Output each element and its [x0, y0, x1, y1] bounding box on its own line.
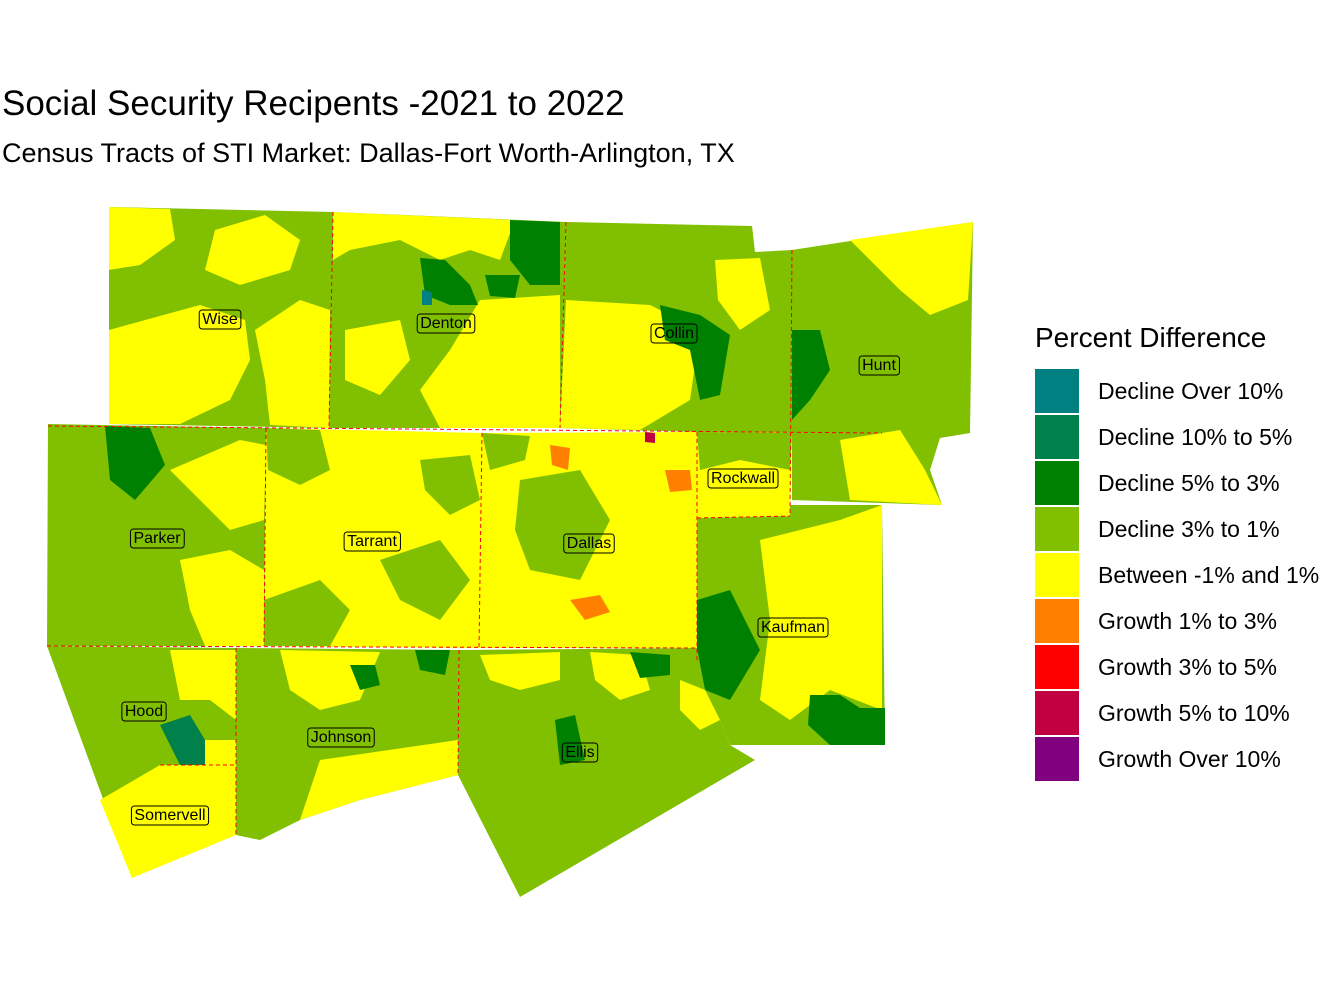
- county-label-hood: Hood: [121, 701, 167, 722]
- county-label-box: [129, 528, 185, 549]
- legend-item: Decline 10% to 5%: [1035, 414, 1340, 460]
- legend-swatch: [1035, 507, 1079, 551]
- legend-items: Decline Over 10% Decline 10% to 5% Decline…: [1035, 368, 1340, 782]
- legend-label: Growth 5% to 10%: [1098, 699, 1290, 726]
- county-label-text: Parker: [133, 530, 181, 547]
- legend-label: Decline 5% to 3%: [1098, 469, 1280, 496]
- legend-item: Decline 3% to 1%: [1035, 506, 1340, 552]
- county-label-text: Denton: [420, 315, 472, 332]
- county-label-kaufman: Kaufman: [757, 617, 829, 638]
- legend-swatch: [1035, 553, 1079, 597]
- county-label-rockwall: Rockwall: [707, 468, 779, 489]
- county-fill-layer: [47, 207, 973, 897]
- legend-swatch: [1035, 415, 1079, 459]
- county-label-box: [198, 309, 242, 330]
- county-label-text: Hunt: [862, 357, 896, 374]
- map-subtitle: Census Tracts of STI Market: Dallas-Fort…: [2, 138, 735, 168]
- legend-item: Growth 1% to 3%: [1035, 598, 1340, 644]
- county-label-parker: Parker: [129, 528, 185, 549]
- county-labels: Wise Denton Collin Hunt Rockwall Parker Tarran…: [121, 309, 900, 826]
- county-label-wise: Wise: [198, 309, 242, 330]
- wise-tract-yellow: [109, 207, 175, 270]
- county-shape-johnson[interactable]: [236, 648, 459, 840]
- county-label-tarrant: Tarrant: [343, 531, 401, 552]
- county-label-johnson: Johnson: [307, 727, 375, 748]
- county-label-text: Tarrant: [347, 533, 397, 550]
- legend-swatch: [1035, 461, 1079, 505]
- legend-title: Percent Difference: [1035, 322, 1267, 353]
- legend-label: Growth 1% to 3%: [1098, 607, 1277, 634]
- county-label-somervell: Somervell: [130, 805, 210, 826]
- legend-item: Growth 3% to 5%: [1035, 644, 1340, 690]
- legend-item: Decline Over 10%: [1035, 368, 1340, 414]
- legend-swatch: [1035, 691, 1079, 735]
- legend-label: Between -1% and 1%: [1098, 561, 1320, 588]
- legend-item: Decline 5% to 3%: [1035, 460, 1340, 506]
- county-label-text: Collin: [654, 325, 694, 342]
- legend-label: Decline Over 10%: [1098, 377, 1284, 404]
- county-label-box: [121, 701, 167, 722]
- county-label-text: Kaufman: [761, 619, 825, 636]
- county-label-ellis: Ellis: [561, 742, 599, 763]
- legend-swatch: [1035, 645, 1079, 689]
- county-label-box: [307, 727, 375, 748]
- county-label-text: Dallas: [567, 535, 611, 552]
- county-label-box: [563, 533, 615, 554]
- county-borders: [46, 211, 883, 835]
- county-label-text: Ellis: [565, 744, 594, 761]
- legend-label: Growth Over 10%: [1098, 745, 1281, 772]
- county-label-dallas: Dallas: [563, 533, 615, 554]
- county-label-box: [757, 617, 829, 638]
- county-label-text: Wise: [202, 311, 238, 328]
- county-label-hunt: Hunt: [858, 355, 900, 376]
- legend-swatch: [1035, 369, 1079, 413]
- county-label-box: [858, 355, 900, 376]
- legend-label: Decline 3% to 1%: [1098, 515, 1280, 542]
- county-label-box: [561, 742, 599, 763]
- county-label-collin: Collin: [650, 323, 698, 344]
- county-label-text: Somervell: [134, 807, 205, 824]
- county-label-box: [416, 313, 476, 334]
- county-label-box: [130, 805, 210, 826]
- county-label-denton: Denton: [416, 313, 476, 334]
- county-label-box: [707, 468, 779, 489]
- legend-label: Decline 10% to 5%: [1098, 423, 1293, 450]
- legend-swatch: [1035, 737, 1079, 781]
- county-label-box: [650, 323, 698, 344]
- county-label-box: [343, 531, 401, 552]
- map-title: Social Security Recipents -2021 to 2022: [2, 84, 625, 123]
- legend-swatch: [1035, 599, 1079, 643]
- legend-item: Growth Over 10%: [1035, 736, 1340, 782]
- county-shape-somervell[interactable]: [100, 765, 236, 878]
- legend: Percent Difference Decline Over 10% Decli…: [1035, 322, 1340, 782]
- legend-label: Growth 3% to 5%: [1098, 653, 1277, 680]
- county-label-text: Rockwall: [711, 470, 775, 487]
- county-label-text: Hood: [125, 703, 163, 720]
- county-shape-hood[interactable]: [47, 646, 236, 878]
- legend-item: Between -1% and 1%: [1035, 552, 1340, 598]
- county-label-text: Johnson: [311, 729, 372, 746]
- legend-item: Growth 5% to 10%: [1035, 690, 1340, 736]
